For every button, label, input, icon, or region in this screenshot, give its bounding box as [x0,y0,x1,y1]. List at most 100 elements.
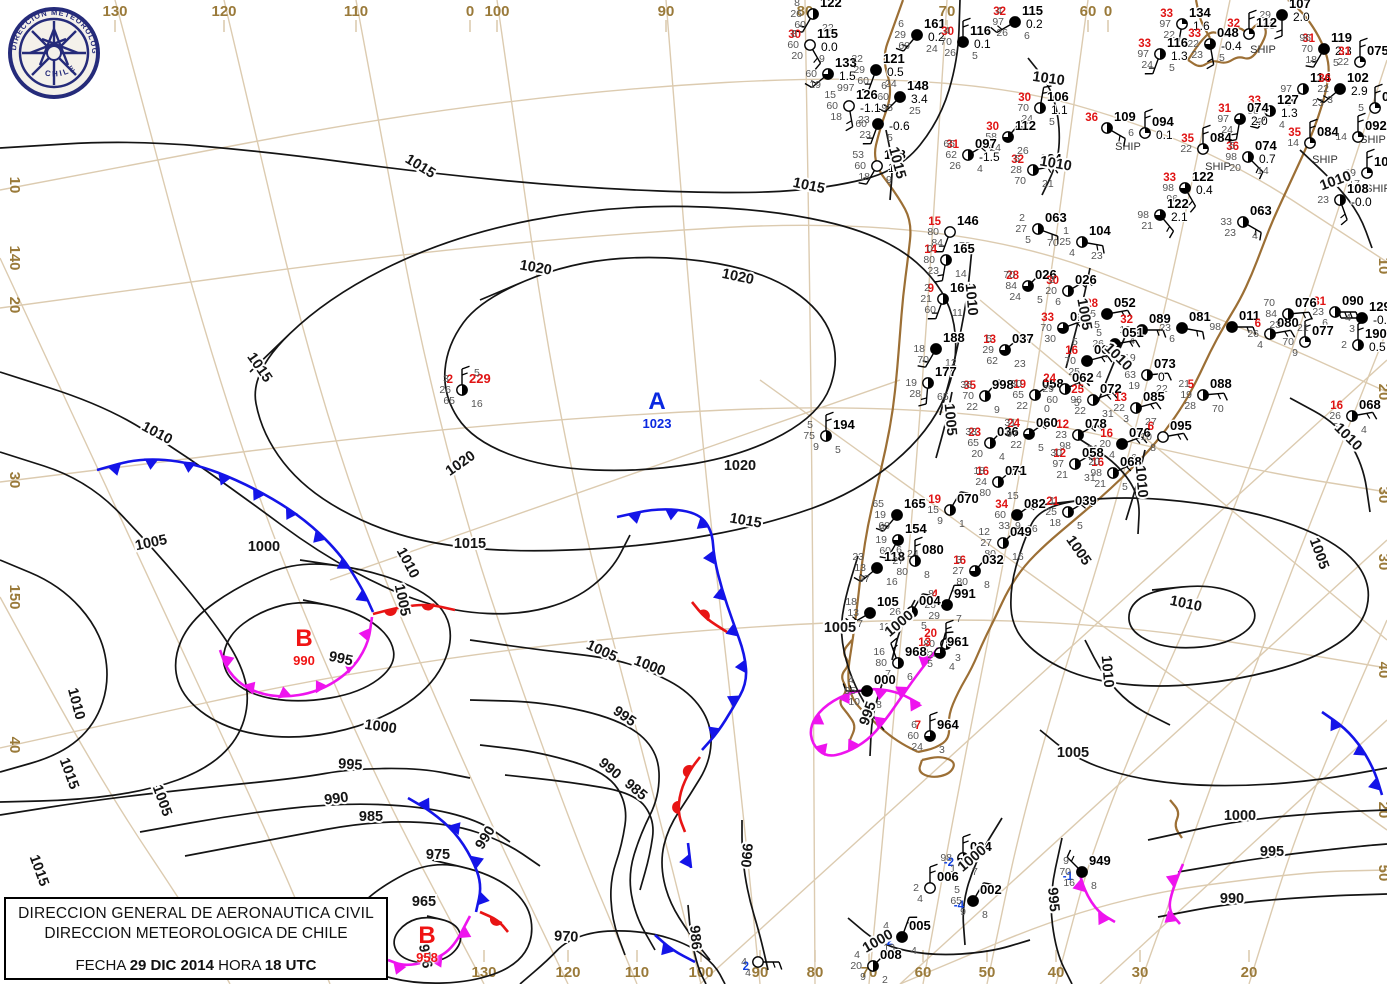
wind-barb-tick [895,47,904,52]
isobar [687,904,707,984]
station-aux-number: 5 [921,620,927,632]
wind-barb-tick [1366,413,1371,419]
wind-barb-tick [1252,326,1257,335]
station-aux-number: 6 [1322,317,1328,329]
station-aux-number: 70 [1333,421,1345,433]
station-aux-number: 27 [1015,223,1027,235]
station-aux-number: 9 [860,971,866,983]
meridian-line [114,0,485,984]
station-temp: 24 [1043,373,1056,385]
wind-barb-tick [875,527,884,532]
wind-barb-tick [1359,44,1366,48]
station-cover-part [924,730,936,742]
station-aux-number: 4 [1279,119,1285,131]
station-aux-number: 70 [1040,322,1052,334]
wind-barb-tick [1020,335,1029,342]
station-pressure: 115 [817,26,838,41]
station-aux-number: 25 [1045,506,1057,518]
wind-barb-tick [860,574,866,579]
wind-barb-tick [1100,356,1106,363]
station-aux-number: 8 [1091,880,1097,892]
station-aux-number: 22 [1187,38,1199,50]
wind-barb-tick [1254,229,1257,236]
station-aux-number: 14 [1287,137,1299,149]
station-aux-number: 17 [1348,178,1360,190]
isobar-label: 1005 [149,783,175,819]
station-aux-number: 23 [1159,322,1171,334]
station-temp: 33 [1138,38,1151,50]
station-aux-number: 13 [847,607,859,619]
station-aux-number: 26 [924,599,936,611]
station-aux-number: 23 [1191,49,1203,61]
station-temp: 25 [1071,384,1084,396]
station-aux-number: 29 [894,29,906,41]
wind-barb-tick [1207,58,1213,63]
wind-barb-tick [1013,531,1020,536]
grid-diagonal-line [699,359,1387,984]
station-value: 2.9 [1351,84,1368,98]
station-value: 1.6 [1193,19,1210,33]
station-pressure: 051 [1122,325,1144,340]
station-cover-part [1179,182,1191,194]
station-aux-number: 15 [1088,319,1100,331]
station-pressure: 146 [957,213,979,228]
cold-front [96,458,375,613]
station-temp: 36 [1226,141,1239,153]
station-temp: 9 [928,283,934,295]
station-temp: 14 [924,244,937,256]
station-aux-number: 18 [913,343,925,355]
station-pressure: 058 [1042,376,1064,391]
station-aux-number: 19 [809,79,821,91]
station-aux-number: 97 [1280,83,1292,95]
station-cover-full [1226,321,1238,333]
station-cover-part [826,430,832,442]
wind-barb-tick [1304,324,1311,328]
station-aux-number: 31 [1084,472,1096,484]
station-aux-number: 23 [852,551,864,563]
station-cover-part [950,504,956,516]
graticule-label: 80 [807,964,824,981]
station-aux-number: 21 [1056,469,1068,481]
occluded-front-marker [277,686,292,699]
station-temp: 36 [1085,112,1098,124]
station-pressure: 070 [957,491,979,506]
isobar-label: 1000 [363,717,397,737]
grid-diagonal-line [1099,719,1387,984]
station-pressure: 109 [1114,109,1136,124]
fecha-value: 29 DIC 2014 [129,957,214,974]
occluded-front-marker [221,654,235,669]
wind-barb-tick [945,626,952,630]
station-pressure: 121 [883,51,905,66]
isobar-label: 1000 [1224,808,1256,824]
isobar-label: 1015 [791,175,826,197]
wind-barb-tick [1310,60,1317,63]
wind-barb-tick [1316,97,1325,104]
station-aux-number: 18 [1077,299,1089,311]
station-aux-number: 22 [1317,83,1329,95]
station-aux-number: 5 [986,333,992,345]
station-aux-number: 80 [896,566,908,578]
station-pressure: 081 [1189,309,1211,324]
station-aux-number: 22 [1074,405,1086,417]
agency-line-1: DIRECCION GENERAL DE AERONAUTICA CIVIL [18,905,374,922]
station-cover-part [946,638,952,650]
station-aux-number: 4 [977,163,983,175]
station-aux-number: 10 [1140,431,1152,443]
pressure-center-letter: A [648,388,666,415]
station-aux-number: 25 [1068,366,1080,378]
warm-front-marker [699,609,710,622]
isobar-label: 1010 [139,419,175,448]
coastline [1187,23,1267,68]
station-cover-part [1360,56,1366,62]
isobar [0,767,471,816]
station-aux-number: 21 [1178,378,1190,390]
station-temp: 32 [1011,154,1024,166]
graticule-label: 120 [211,3,236,20]
station-pressure: 036 [997,424,1019,439]
